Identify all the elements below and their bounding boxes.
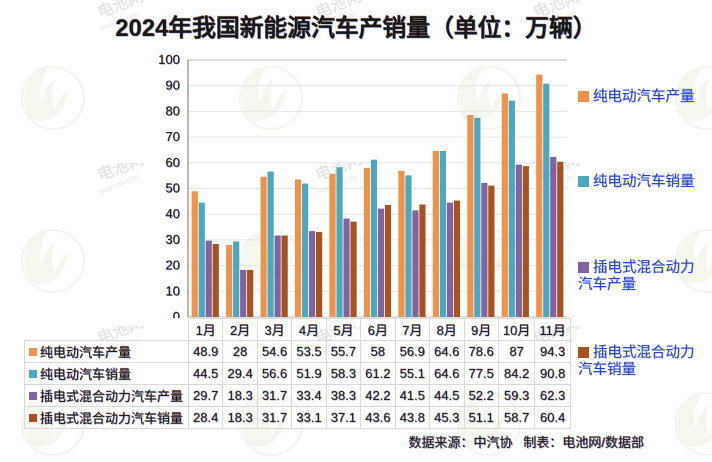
svg-text:100: 100 bbox=[158, 52, 180, 67]
svg-text:60: 60 bbox=[166, 155, 180, 170]
svg-text:30: 30 bbox=[166, 232, 180, 247]
svg-text:90: 90 bbox=[166, 78, 180, 93]
svg-text:80: 80 bbox=[166, 103, 180, 118]
svg-text:20: 20 bbox=[166, 258, 180, 273]
svg-text:40: 40 bbox=[166, 206, 180, 221]
svg-text:70: 70 bbox=[166, 129, 180, 144]
svg-text:50: 50 bbox=[166, 181, 180, 196]
svg-text:10: 10 bbox=[166, 283, 180, 298]
svg-text:0: 0 bbox=[173, 309, 180, 318]
